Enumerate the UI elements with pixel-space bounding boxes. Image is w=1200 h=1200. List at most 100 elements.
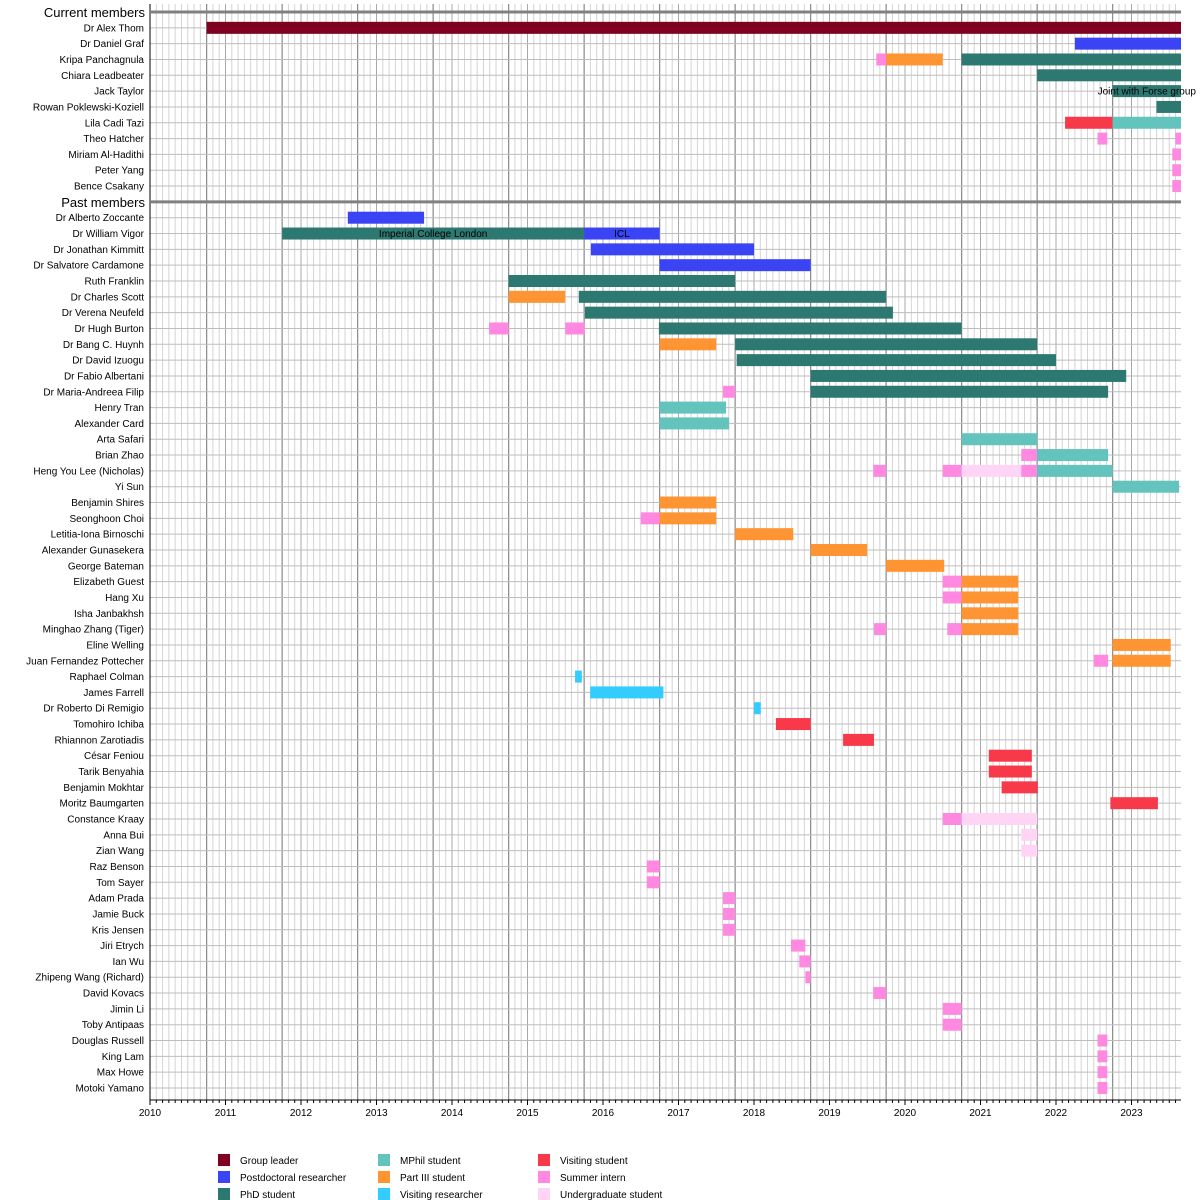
member-name: Dr Verena Neufeld <box>62 308 144 319</box>
member-name: Zhipeng Wang (Richard) <box>35 973 144 984</box>
bar-phd <box>810 385 1109 398</box>
bar-postdoc <box>347 211 425 224</box>
bar-summer <box>723 385 736 398</box>
bar-vs <box>775 718 811 731</box>
legend-swatch-ug <box>538 1188 550 1200</box>
bar-summer <box>942 575 962 588</box>
bar-summer <box>874 623 887 636</box>
bar-ug <box>961 464 1022 477</box>
member-name: Dr Charles Scott <box>71 292 145 303</box>
bar-part3 <box>961 575 1019 588</box>
bar-label: Imperial College London <box>379 229 487 240</box>
bar-mphil <box>1112 116 1181 129</box>
bar-part3 <box>961 591 1019 604</box>
bar-part3 <box>508 290 566 303</box>
bar-summer <box>790 939 806 952</box>
legend-label: PhD student <box>240 1190 295 1200</box>
member-name: George Bateman <box>68 561 144 572</box>
bar-vs <box>843 733 875 746</box>
bar-summer <box>723 923 736 936</box>
x-tick-label: 2017 <box>667 1108 690 1119</box>
bar-summer <box>1175 132 1181 145</box>
bar-part3 <box>810 544 868 556</box>
bar-summer <box>873 464 887 477</box>
bar-vs <box>988 749 1032 762</box>
member-name: Jamie Buck <box>92 909 145 920</box>
member-name: Dr Roberto Di Remigio <box>43 704 144 715</box>
x-tick-label: 2010 <box>139 1108 162 1119</box>
legend-label: Part III student <box>400 1173 465 1184</box>
member-name: Raphael Colman <box>70 672 145 683</box>
bar-phd <box>736 354 1056 367</box>
legend: Group leader Postdoctoral researcher PhD s… <box>218 1154 663 1200</box>
bar-summer <box>646 860 660 873</box>
legend-swatch-vr <box>378 1188 390 1200</box>
bar-phd <box>584 306 893 319</box>
bar-vr <box>590 686 664 699</box>
bar-part3 <box>659 496 717 509</box>
member-name: Dr William Vigor <box>73 229 145 240</box>
member-name: Hang Xu <box>105 593 144 604</box>
bar-leader <box>206 21 1181 34</box>
member-name: Motoki Yamano <box>75 1084 144 1095</box>
x-tick-label: 2015 <box>516 1108 539 1119</box>
member-name: Arta Safari <box>97 435 144 446</box>
member-name: Jiri Etrych <box>100 941 144 952</box>
group-header: Past members <box>61 195 145 210</box>
bar-summer <box>1097 1066 1108 1079</box>
x-tick-label: 2023 <box>1120 1108 1143 1119</box>
bar-summer <box>947 623 962 636</box>
member-name: Dr Hugh Burton <box>75 324 144 335</box>
bar-mphil <box>659 417 730 430</box>
member-name: Dr Salvatore Cardamone <box>33 261 144 272</box>
member-name: Dr David Izuogu <box>72 356 144 367</box>
bar-postdoc <box>1074 37 1181 50</box>
bar-vs <box>1001 781 1038 794</box>
bar-summer <box>723 907 736 920</box>
bar-summer <box>640 512 660 525</box>
member-name: Alexander Card <box>75 419 144 430</box>
bar-mphil <box>1037 449 1109 462</box>
legend-swatch-leader <box>218 1154 230 1166</box>
member-name: Letitia-Iona Birnoschi <box>51 530 144 541</box>
bar-summer <box>488 322 509 335</box>
bar-summer <box>873 987 887 1000</box>
legend-swatch-mphil <box>378 1154 390 1166</box>
member-name: Tom Sayer <box>96 878 144 889</box>
x-tick-label: 2016 <box>592 1108 615 1119</box>
bar-ug <box>1021 844 1038 857</box>
bar-part3 <box>659 338 717 351</box>
grid <box>149 4 1181 1100</box>
bar-postdoc <box>659 259 811 272</box>
legend-label: MPhil student <box>400 1156 461 1167</box>
bar-summer <box>723 892 736 905</box>
bar-part3 <box>1112 638 1171 651</box>
bar-phd <box>658 322 962 335</box>
bar-summer <box>942 813 962 825</box>
bar-ug <box>1021 828 1038 841</box>
member-name: Dr Daniel Graf <box>80 39 144 50</box>
member-name: David Kovacs <box>83 989 144 1000</box>
bar-phd <box>508 275 736 287</box>
bar-summer <box>1172 164 1181 177</box>
member-name: Chiara Leadbeater <box>61 71 145 82</box>
bar-summer <box>1021 464 1038 477</box>
bar-label: Joint with Forse group <box>1098 87 1197 98</box>
bar-part3 <box>961 607 1019 620</box>
member-name: Ian Wu <box>113 957 145 968</box>
legend-swatch-part3 <box>378 1171 390 1183</box>
bar-vs <box>988 765 1032 778</box>
member-name: Toby Antipaas <box>82 1020 144 1031</box>
bar-summer <box>942 464 962 477</box>
bar-vr <box>575 670 582 683</box>
member-name: Seonghoon Choi <box>69 514 144 525</box>
bar-summer <box>942 1018 962 1031</box>
member-name: Isha Janbakhsh <box>74 609 144 620</box>
legend-swatch-vs <box>538 1154 550 1166</box>
member-name: Elizabeth Guest <box>73 577 144 588</box>
member-name: Zian Wang <box>96 846 144 857</box>
bar-summer <box>1097 132 1108 145</box>
member-name: Dr Jonathan Kimmitt <box>53 245 144 256</box>
bar-phd <box>578 290 887 303</box>
member-name: Brian Zhao <box>95 451 144 462</box>
